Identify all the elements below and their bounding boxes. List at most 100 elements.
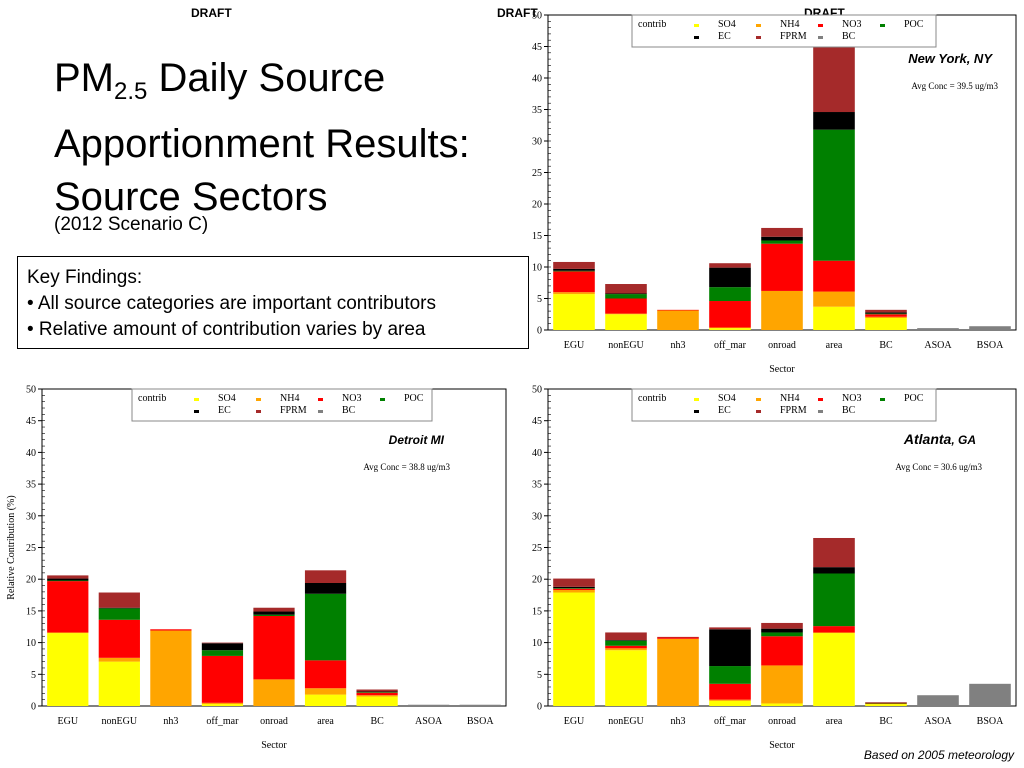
bar-segment-poc <box>605 640 647 646</box>
bar-segment-ec <box>553 268 595 271</box>
legend-entry-poc: POC <box>404 393 424 404</box>
bar-segment-nh4 <box>150 630 192 706</box>
legend-swatch-bc <box>818 36 823 39</box>
legend-swatch-bc <box>818 410 823 413</box>
legend-swatch-nh4 <box>256 398 261 401</box>
legend-swatch-poc <box>880 24 885 27</box>
y-tick-label: 0 <box>31 702 36 713</box>
bar-segment-ec <box>98 607 140 609</box>
bar-segment-so4 <box>813 306 855 330</box>
bar-segment-nh4 <box>553 589 595 593</box>
bar-segment-nh4 <box>657 638 699 706</box>
bar-segment-fprm <box>201 642 244 644</box>
y-tick-label: 35 <box>532 480 542 491</box>
bar-segment-nh4 <box>657 310 699 330</box>
y-tick-label: 45 <box>532 416 542 427</box>
bar-segment-no3 <box>253 615 295 680</box>
x-tick-label: nonEGU <box>102 716 138 727</box>
bar-segment-no3 <box>657 637 699 639</box>
bar-segment-poc <box>709 666 751 684</box>
legend-swatch-fprm <box>256 410 261 413</box>
legend-swatch-poc <box>380 398 385 401</box>
x-tick-label: nh3 <box>671 340 686 351</box>
x-tick-label: nh3 <box>163 716 178 727</box>
y-tick-label: 25 <box>532 543 542 554</box>
bar-segment-so4 <box>553 592 595 706</box>
legend-swatch-nh4 <box>756 24 761 27</box>
legend-swatch-no3 <box>818 24 823 27</box>
bar-segment-no3 <box>356 692 398 696</box>
bar-segment-ec <box>356 691 398 693</box>
location-state: , GA <box>950 433 976 447</box>
legend-swatch-bc <box>318 410 323 413</box>
y-tick-label: 15 <box>532 606 542 617</box>
bar-segment-so4 <box>605 314 647 330</box>
bar-segment-ec <box>201 643 244 651</box>
x-tick-label: onroad <box>768 340 796 351</box>
x-tick-label: nonEGU <box>608 340 644 351</box>
x-tick-label: BC <box>879 716 893 727</box>
bar-segment-poc <box>761 240 803 244</box>
x-tick-label: off_mar <box>206 716 239 727</box>
bar-segment-nh4 <box>47 632 89 634</box>
key-findings-heading: Key Findings: <box>27 267 143 288</box>
bar-segment-so4 <box>605 650 647 706</box>
bar-segment-nh4 <box>356 695 398 697</box>
legend-entry-no3: NO3 <box>842 19 861 30</box>
y-tick-label: 10 <box>532 263 542 274</box>
bar-segment-nh4 <box>761 665 803 704</box>
legend-entry-ec: EC <box>718 31 731 42</box>
legend-entry-bc: BC <box>342 405 356 416</box>
x-tick-label: nonEGU <box>608 716 644 727</box>
bar-segment-so4 <box>553 294 595 330</box>
bar-segment-so4 <box>47 633 89 706</box>
legend-entry-so4: SO4 <box>718 19 736 30</box>
legend-swatch-ec <box>694 410 699 413</box>
bar-segment-ec <box>709 267 751 288</box>
x-tick-label: EGU <box>57 716 78 727</box>
location-label: Atlanta, GA <box>903 431 976 447</box>
bar-segment-so4 <box>304 694 347 706</box>
y-tick-label: 15 <box>26 606 36 617</box>
bar-segment-poc <box>98 608 140 620</box>
legend-box <box>131 388 433 422</box>
location-label: New York, NY <box>908 51 993 66</box>
page-subtitle: (2012 Scenario C) <box>54 214 209 235</box>
y-tick-label: 45 <box>532 42 542 53</box>
bar-segment-no3 <box>761 636 803 666</box>
x-tick-label: BSOA <box>467 716 494 727</box>
legend-swatch-so4 <box>194 398 199 401</box>
bar-segment-no3 <box>150 629 192 631</box>
x-tick-label: onroad <box>768 716 796 727</box>
bar-segment-so4 <box>709 700 751 706</box>
chart-panel-detroit: 0 5 10 15 20 25 30 35 40 45 50 Relative Contributio… <box>0 384 514 754</box>
bar-segment-fprm <box>761 622 803 629</box>
bar-segment-nh4 <box>253 679 295 706</box>
bar-segment-so4 <box>761 703 803 706</box>
y-tick-label: 10 <box>532 638 542 649</box>
bar-segment-fprm <box>709 263 751 268</box>
x-tick-label: BSOA <box>977 716 1004 727</box>
bar-segment-poc <box>813 573 855 627</box>
x-axis-label: Sector <box>261 740 287 751</box>
bar-segment-ec <box>761 628 803 633</box>
y-tick-label: 15 <box>532 231 542 242</box>
y-tick-label: 20 <box>532 575 542 586</box>
legend-title: contrib <box>138 393 166 404</box>
bar-segment-nh4 <box>813 291 855 307</box>
bar-segment-no3 <box>201 655 244 703</box>
bar-segment-poc <box>253 614 295 616</box>
bar-segment-fprm <box>865 309 907 313</box>
bar-segment-nh4 <box>761 290 803 330</box>
bar-segment-no3 <box>813 260 855 292</box>
bar-segment-so4 <box>865 318 907 330</box>
bar-segment-bc <box>969 683 1011 706</box>
bar-segment-no3 <box>709 683 751 700</box>
bar-segment-no3 <box>709 301 751 328</box>
avg-conc-label: Avg Conc = 38.8 ug/m3 <box>363 462 450 472</box>
legend-swatch-nh4 <box>756 398 761 401</box>
y-tick-label: 10 <box>26 638 36 649</box>
bar-segment-nh4 <box>865 703 907 705</box>
x-tick-label: area <box>317 716 334 727</box>
bar-segment-fprm <box>47 575 89 579</box>
